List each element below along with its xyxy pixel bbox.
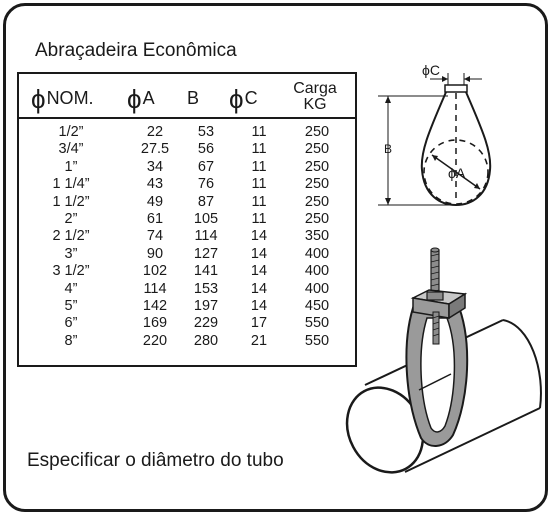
cell-nom: 1 1/2” [52, 193, 90, 210]
dimension-diagram: ϕC ϕA B [378, 62, 492, 207]
spec-table: ϕNOM. ϕA B ϕC Carga KG 1/2” 22 53 11 250 3/4”… [17, 72, 357, 367]
table-row: 6” 169 229 17 550 [19, 315, 355, 331]
table-row: 3” 90 127 14 400 [19, 246, 355, 262]
table-row: 1 1/4” 43 76 11 250 [19, 176, 355, 192]
cell-a: 74 [146, 228, 164, 245]
cell-a: 114 [143, 280, 167, 297]
header-nom: ϕNOM. [31, 84, 94, 114]
cell-nom: 8” [64, 332, 78, 349]
table-row: 2 1/2” 74 114 14 350 [19, 228, 355, 244]
cell-c: 21 [250, 332, 268, 349]
hanger-illustration [345, 247, 542, 474]
table-header: ϕNOM. ϕA B ϕC Carga KG [19, 74, 355, 119]
product-title: Abraçadeira Econômica [35, 40, 237, 61]
cell-carga: 350 [304, 228, 330, 245]
cell-c: 11 [251, 211, 267, 227]
phi-symbol: ϕ [127, 84, 142, 114]
header-c: ϕC [229, 84, 258, 114]
cell-a: 34 [146, 158, 164, 175]
cell-b: 197 [193, 298, 219, 314]
cell-a: 22 [146, 124, 164, 140]
cell-nom: 1/2” [58, 124, 84, 140]
header-b: B [187, 88, 200, 108]
cell-carga: 250 [304, 176, 330, 193]
cell-nom: 3/4” [58, 141, 84, 158]
cell-c: 11 [251, 124, 267, 140]
cell-b: 229 [193, 315, 219, 332]
cell-c: 11 [251, 158, 267, 175]
cell-carga: 550 [304, 332, 330, 349]
cell-c: 14 [250, 228, 268, 245]
cell-carga: 400 [304, 245, 330, 262]
cell-a: 102 [142, 263, 168, 280]
cell-b: 87 [197, 193, 215, 210]
cell-b: 114 [194, 228, 218, 245]
cell-b: 105 [193, 211, 219, 227]
cell-nom: 4” [64, 280, 78, 297]
cell-carga: 400 [304, 263, 330, 280]
phi-symbol: ϕ [31, 84, 46, 114]
table-row: 8” 220 280 21 550 [19, 333, 355, 349]
cell-c: 11 [251, 193, 267, 210]
cell-a: 27.5 [140, 141, 170, 158]
cell-a: 43 [146, 176, 164, 193]
cell-carga: 250 [304, 124, 330, 140]
cell-c: 11 [251, 141, 267, 158]
cell-b: 153 [193, 280, 219, 297]
cell-c: 14 [250, 263, 268, 280]
cell-b: 76 [197, 176, 215, 193]
phi-symbol: ϕ [229, 84, 244, 114]
cell-carga: 400 [304, 280, 330, 297]
cell-a: 90 [146, 245, 164, 262]
cell-nom: 2 1/2” [52, 228, 90, 245]
cell-nom: 1 1/4” [52, 176, 90, 193]
table-row: 2” 61 105 11 250 [19, 211, 355, 227]
cell-a: 169 [142, 315, 168, 332]
footer-note: Especificar o diâmetro do tubo [27, 450, 284, 471]
header-carga: Carga KG [293, 80, 337, 113]
table-row: 5” 142 197 14 450 [19, 298, 355, 314]
cell-carga: 250 [304, 211, 330, 227]
cell-carga: 250 [304, 193, 330, 210]
table-row: 3/4” 27.5 56 11 250 [19, 141, 355, 157]
label-phi-c: ϕC [422, 62, 440, 78]
cell-nom: 5” [64, 298, 78, 314]
table-row: 1” 34 67 11 250 [19, 159, 355, 175]
header-a: ϕA [127, 84, 155, 114]
label-phi-a: ϕA [448, 165, 466, 181]
cell-a: 61 [146, 211, 164, 227]
cell-carga: 250 [304, 158, 330, 175]
cell-c: 14 [250, 298, 268, 314]
cell-a: 49 [146, 193, 164, 210]
cell-carga: 250 [304, 141, 330, 158]
cell-b: 56 [197, 141, 215, 158]
cell-c: 14 [250, 245, 268, 262]
cell-b: 280 [193, 332, 219, 349]
cell-nom: 1” [64, 158, 78, 175]
cell-a: 142 [142, 298, 168, 314]
cell-a: 220 [142, 332, 168, 349]
table-row: 1 1/2” 49 87 11 250 [19, 194, 355, 210]
cell-nom: 6” [64, 315, 78, 332]
label-b: B [384, 142, 392, 156]
cell-nom: 3” [64, 245, 78, 262]
cell-b: 53 [197, 124, 215, 140]
cell-c: 14 [250, 280, 268, 297]
table-row: 4” 114 153 14 400 [19, 281, 355, 297]
cell-c: 11 [251, 176, 267, 193]
cell-nom: 3 1/2” [52, 263, 90, 280]
cell-b: 127 [193, 245, 219, 262]
cell-nom: 2” [64, 211, 78, 227]
cell-b: 67 [197, 158, 215, 175]
cell-carga: 550 [304, 315, 330, 332]
table-row: 1/2” 22 53 11 250 [19, 124, 355, 140]
cell-c: 17 [250, 315, 268, 332]
cell-b: 141 [193, 263, 219, 280]
cell-carga: 450 [304, 298, 330, 314]
table-row: 3 1/2” 102 141 14 400 [19, 263, 355, 279]
